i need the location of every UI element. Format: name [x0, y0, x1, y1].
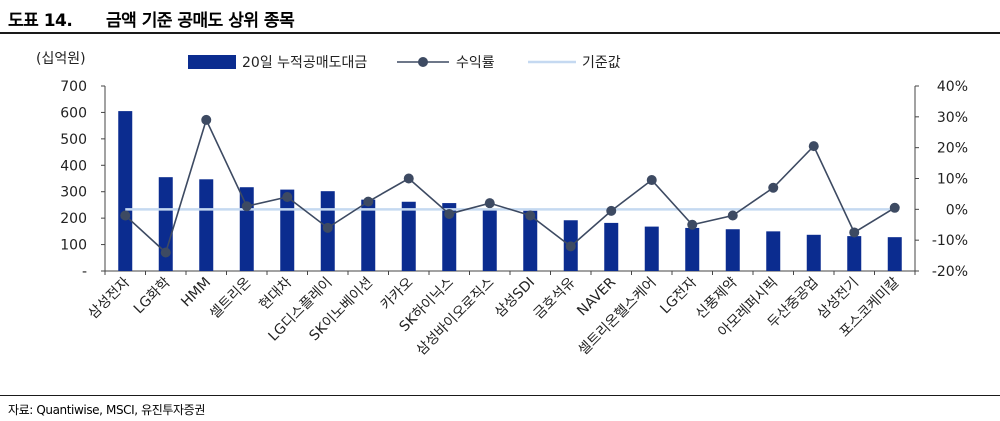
return-point — [889, 202, 900, 213]
y-left-unit: (십억원) — [36, 51, 86, 67]
return-point — [525, 210, 536, 221]
source-note: 자료: Quantiwise, MSCI, 유진투자증권 — [8, 403, 205, 417]
x-tick-label: 삼성SDI — [492, 275, 538, 321]
return-point — [606, 205, 617, 216]
bar — [239, 187, 254, 271]
footer-rule — [0, 395, 1000, 396]
bar — [887, 237, 902, 271]
x-tick-label: LG화학 — [131, 274, 174, 317]
y-right-tick-label: -20% — [932, 264, 968, 280]
header-rule — [0, 32, 1000, 34]
bar — [361, 199, 376, 271]
return-line — [124, 117, 896, 254]
bar — [158, 177, 173, 271]
return-point — [444, 208, 455, 219]
return-point — [687, 219, 698, 230]
bar — [725, 229, 740, 271]
bar — [847, 236, 862, 271]
return-point — [768, 182, 779, 193]
return-point — [646, 175, 657, 186]
legend-swatch-bar — [188, 55, 236, 69]
y-left-tick-label: 300 — [60, 185, 87, 201]
y-right-tick-label: 10% — [937, 172, 968, 188]
figure-title: 금액 기준 공매도 상위 종목 — [106, 11, 295, 31]
bar — [685, 227, 700, 271]
y-right-tick-label: 0% — [946, 202, 968, 218]
bar — [766, 231, 781, 271]
return-point — [363, 196, 374, 207]
bar — [604, 222, 619, 271]
return-point — [727, 210, 738, 221]
legend-label-return: 수익률 — [456, 55, 495, 71]
x-tick-label: 현대차 — [256, 274, 295, 313]
combo-chart: - 100 200 300 400 500 600 700 (십억원) -20% -10% 0% 10%… — [36, 51, 968, 359]
y-left-tick-label: 200 — [60, 211, 87, 227]
return-point — [565, 241, 576, 252]
return-point — [322, 222, 333, 233]
bar — [644, 226, 659, 271]
return-point — [120, 210, 131, 221]
return-point — [403, 173, 414, 184]
return-point — [160, 247, 171, 258]
y-left-tick-label: 400 — [60, 158, 87, 174]
legend-label-baseline: 기준값 — [582, 55, 621, 71]
bar — [401, 201, 416, 271]
y-right-tick-label: 20% — [937, 141, 968, 157]
figure-number: 도표 14. — [8, 11, 73, 31]
bar — [523, 210, 538, 271]
x-tick-label: HMM — [178, 275, 214, 311]
y-right-tick-label: 30% — [937, 110, 968, 126]
bar — [118, 111, 133, 271]
legend-label-bar: 20일 누적공매도대금 — [242, 55, 367, 71]
y-left-tick-label: 600 — [60, 105, 87, 121]
return-point — [201, 114, 212, 125]
figure-header: 도표 14. 금액 기준 공매도 상위 종목 — [0, 0, 1000, 36]
y-right-tick-label: -10% — [932, 233, 968, 249]
y-left-tick-label: 700 — [60, 79, 87, 95]
y-left-tick-label: 500 — [60, 132, 87, 148]
legend-swatch-return-marker — [418, 57, 428, 67]
x-tick-label: 금호석유 — [531, 274, 579, 322]
return-point — [241, 201, 252, 212]
bar — [199, 179, 214, 271]
bar — [806, 234, 821, 271]
return-point — [484, 198, 495, 209]
x-tick-label: 셀트리온 — [207, 274, 255, 322]
y-right-tick-label: 40% — [937, 79, 968, 95]
return-point — [849, 227, 860, 238]
x-tick-label: 카카오 — [378, 274, 417, 313]
return-point — [808, 141, 819, 152]
bar — [482, 210, 497, 271]
return-point — [282, 192, 293, 202]
x-tick-label: 삼성전자 — [85, 274, 133, 322]
y-left-tick-label: - — [82, 264, 87, 280]
y-left-tick-label: 100 — [60, 238, 87, 254]
bar — [442, 203, 457, 271]
